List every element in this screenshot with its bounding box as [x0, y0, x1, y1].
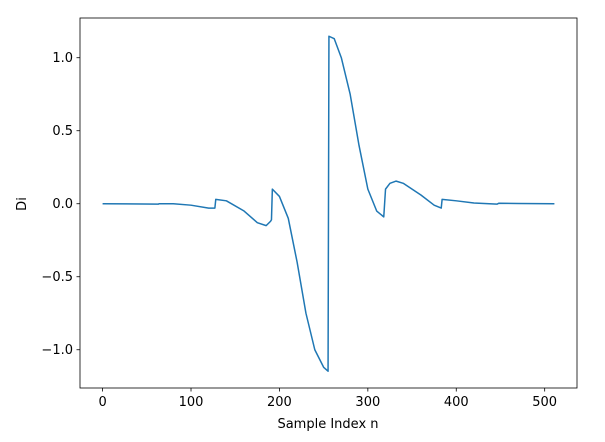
x-tick-label: 100 [179, 395, 204, 410]
y-tick-label: 0.0 [52, 197, 73, 212]
data-line [102, 35, 555, 372]
y-tick-label: −0.5 [41, 270, 73, 285]
plot-frame [79, 17, 578, 389]
x-tick-label: 500 [532, 395, 557, 410]
x-tick-label: 200 [267, 395, 292, 410]
x-tick-label: 400 [444, 395, 469, 410]
x-tick-label: 300 [355, 395, 380, 410]
y-tick-label: 0.5 [52, 124, 73, 139]
x-axis-label: Sample Index n [277, 417, 378, 432]
y-axis-label: Di [15, 197, 30, 211]
y-tick-label: −1.0 [41, 343, 73, 358]
y-tick-label: 1.0 [52, 51, 73, 66]
x-tick-label: 0 [98, 395, 106, 410]
